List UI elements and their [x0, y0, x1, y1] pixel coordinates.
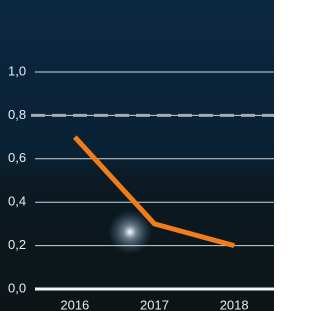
y-tick-label: 0,2 [8, 237, 26, 252]
x-tick-label: 2016 [60, 297, 89, 311]
background [0, 0, 274, 311]
y-tick-label: 0,4 [8, 194, 26, 209]
y-tick-label: 0,0 [8, 280, 26, 295]
y-tick-label: 1,0 [8, 63, 26, 78]
y-tick-label: 0,6 [8, 150, 26, 165]
x-tick-label: 2018 [220, 297, 249, 311]
x-tick-label: 2017 [140, 297, 169, 311]
chart: 0,0 0,2 0,4 0,6 0,8 1,0 2016 2017 2018 [0, 0, 274, 311]
y-tick-label: 0,8 [8, 107, 26, 122]
